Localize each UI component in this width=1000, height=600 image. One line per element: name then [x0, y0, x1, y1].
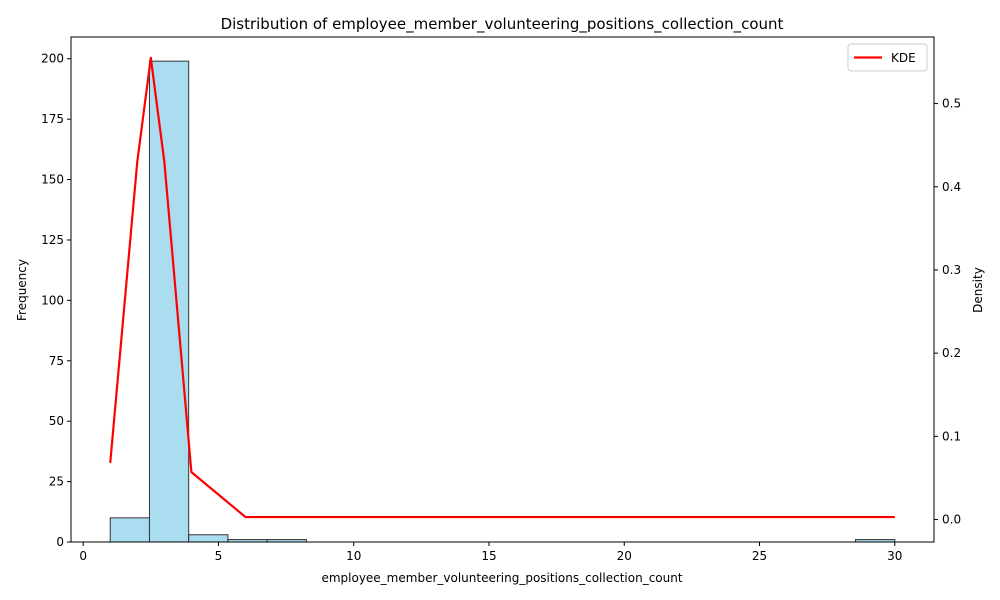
x-axis: 0 5 10 15 20 25 30 — [79, 542, 902, 563]
x-tick-label: 30 — [887, 549, 902, 563]
y-axis-left: 0 25 50 75 100 125 150 175 200 — [41, 52, 71, 549]
y-tick-label: 200 — [41, 52, 64, 66]
y-tick-label: 0 — [56, 535, 64, 549]
y-tick-label: 100 — [41, 293, 64, 307]
y-tick-label: 50 — [49, 414, 64, 428]
y-axis-label: Frequency — [15, 259, 29, 321]
x-axis-label: employee_member_volunteering_positions_c… — [321, 571, 682, 585]
x-tick-label: 25 — [752, 549, 767, 563]
y2-tick-label: 0.5 — [942, 97, 961, 111]
x-tick-label: 20 — [617, 549, 632, 563]
chart-title: Distribution of employee_member_voluntee… — [221, 15, 784, 34]
x-tick-label: 0 — [79, 549, 87, 563]
kde-line-layer — [109, 56, 895, 519]
y-tick-label: 125 — [41, 233, 64, 247]
y-axis-right: 0.0 0.1 0.2 0.3 0.4 0.5 — [934, 97, 961, 527]
y-tick-label: 25 — [49, 475, 64, 489]
y2-tick-label: 0.1 — [942, 429, 961, 443]
legend-kde-label: KDE — [891, 51, 916, 65]
y2-axis-label: Density — [971, 267, 985, 313]
histogram-bar — [148, 60, 190, 543]
legend: KDE — [847, 43, 928, 72]
y2-tick-label: 0.2 — [942, 346, 961, 360]
y-tick-label: 175 — [41, 112, 64, 126]
y-tick-label: 150 — [41, 173, 64, 187]
y2-tick-label: 0.0 — [942, 513, 961, 527]
y-tick-label: 75 — [49, 354, 64, 368]
legend-box — [847, 43, 928, 72]
histogram-bar — [188, 534, 229, 543]
kde-line — [109, 56, 895, 519]
x-tick-label: 10 — [346, 549, 361, 563]
histogram-bars — [109, 60, 896, 543]
y2-tick-label: 0.4 — [942, 180, 961, 194]
x-tick-label: 15 — [481, 549, 496, 563]
plot-frame — [70, 36, 935, 543]
x-tick-label: 5 — [215, 549, 223, 563]
histogram-bar — [109, 517, 150, 543]
y2-tick-label: 0.3 — [942, 263, 961, 277]
